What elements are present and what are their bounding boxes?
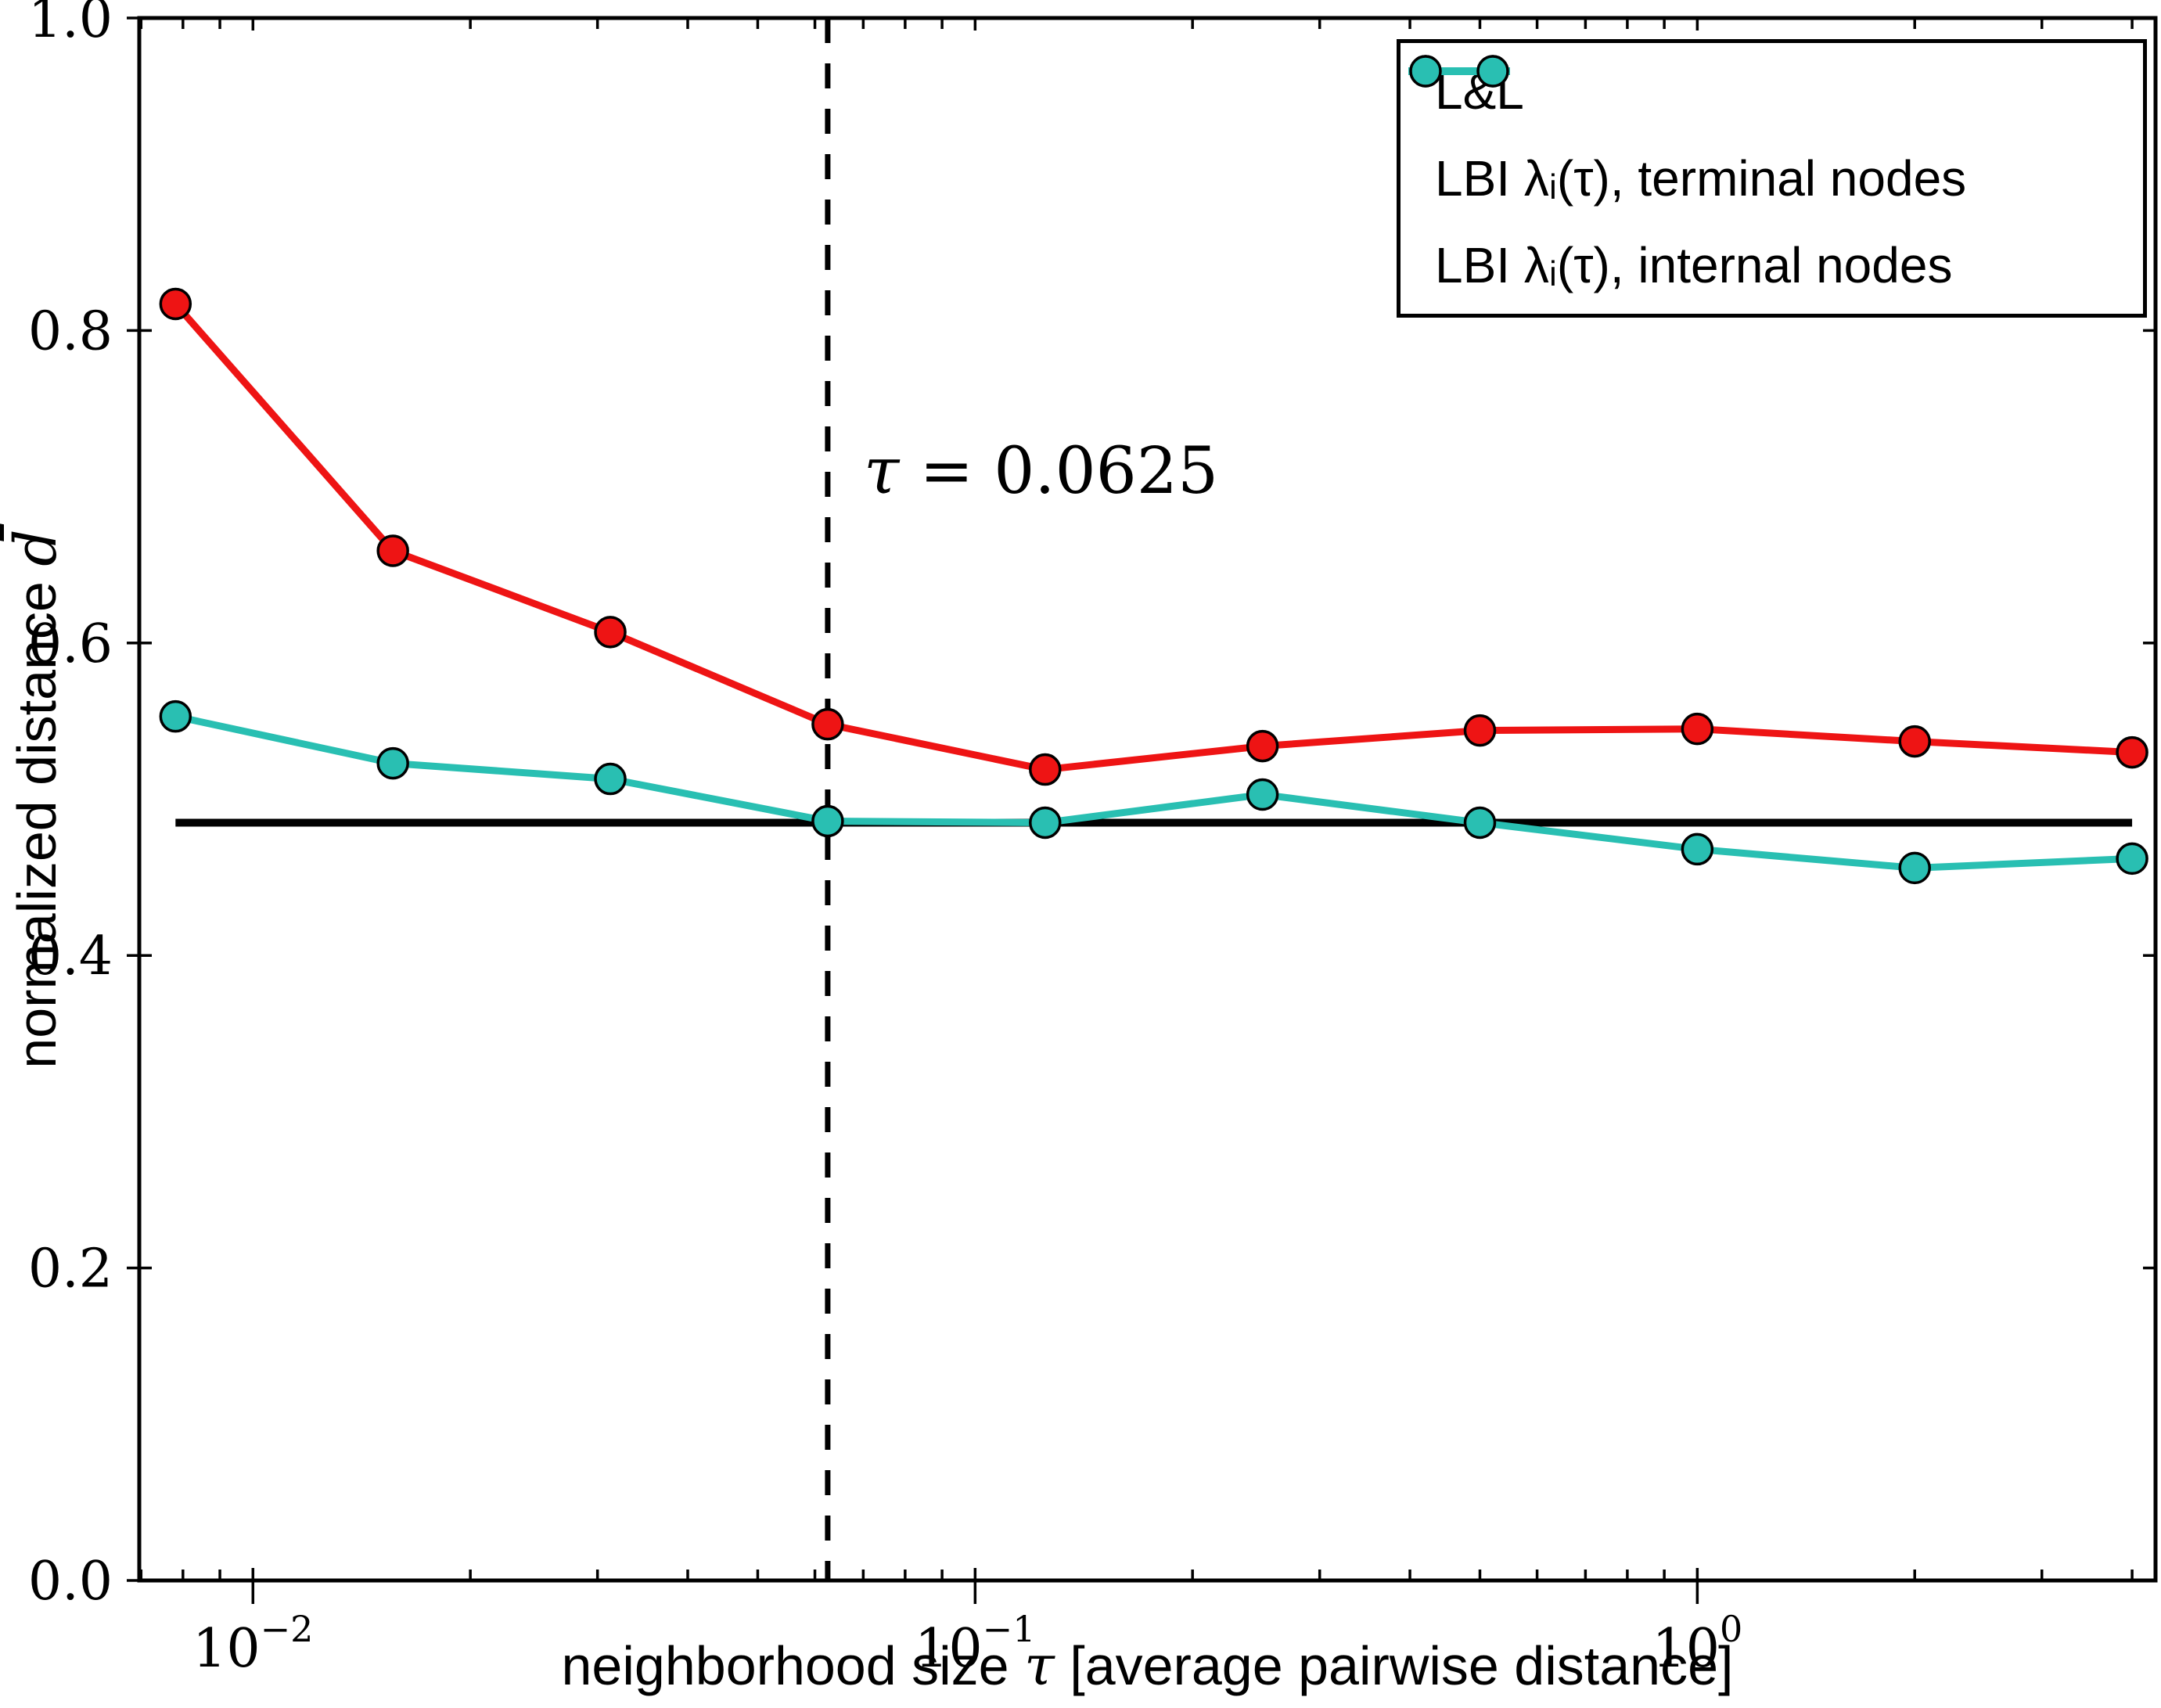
tau-annotation-rest: = 0.0625 (899, 434, 1219, 509)
y-axis-label-prefix: normalized distance (6, 566, 67, 1069)
y-tick-label: 0.2 (28, 1239, 113, 1300)
data-point-marker (1463, 806, 1497, 840)
legend-marker-icon (1409, 55, 1442, 88)
data-point-marker (594, 616, 627, 649)
x-tick-label: 100 (1652, 1608, 1742, 1680)
legend-sample-line (1408, 55, 1510, 88)
data-point-marker (811, 804, 844, 838)
data-point-marker (376, 746, 409, 780)
tau-annotation-var: τ (864, 434, 900, 509)
data-point-marker (159, 699, 192, 733)
legend-item-label: LBI λᵢ(τ), internal nodes (1435, 237, 1953, 294)
data-point-marker (1681, 832, 1714, 866)
data-point-marker (1898, 851, 1931, 885)
data-point-marker (594, 762, 627, 796)
y-tick-label: 1.0 (28, 0, 113, 50)
legend-marker-icon (1476, 55, 1509, 88)
data-point-marker (1681, 712, 1714, 746)
legend-item-terminal: LBI λᵢ(τ), terminal nodes (1401, 55, 2143, 207)
series-line (172, 301, 2133, 774)
legend-item-internal: LBI λᵢ(τ), internal nodes (1401, 55, 2143, 294)
y-tick-label: 0.8 (28, 300, 113, 362)
x-axis-label-suffix: [average pairwise distance] (1054, 1635, 1734, 1696)
x-axis-label-var: τ (1024, 1634, 1055, 1698)
data-point-marker (1246, 729, 1279, 763)
data-point-marker (2116, 842, 2148, 876)
x-tick-label: 10−2 (192, 1608, 313, 1680)
series-internal-nodes (159, 699, 2148, 885)
series-line (174, 713, 2133, 872)
series-terminal-nodes (159, 287, 2148, 786)
data-point-marker (376, 534, 409, 567)
axes: 10−2 10−1 100 0.0 0.2 0.4 0.6 0.8 1.0 (28, 0, 2158, 1680)
data-point-marker (1246, 778, 1279, 811)
data-point-marker (2116, 735, 2148, 769)
data-point-marker (811, 707, 844, 741)
data-point-marker (1463, 714, 1497, 747)
x-axis-label: neighborhood size τ [average pairwise di… (139, 1634, 2156, 1698)
y-tick-label: 0.6 (28, 613, 113, 675)
legend: L&L LBI λᵢ(τ), terminal nodes LBI λᵢ(τ), i… (1397, 39, 2147, 318)
data-point-marker (159, 287, 192, 321)
data-point-marker (1029, 806, 1062, 840)
x-axis-label-prefix: neighborhood size (561, 1635, 1025, 1696)
data-point-marker (1029, 753, 1062, 786)
legend-item-label: LBI λᵢ(τ), terminal nodes (1435, 149, 1967, 207)
x-tick-label: 10−1 (915, 1608, 1035, 1680)
y-axis-label-var: d̄ (2, 529, 70, 566)
y-tick-label: 0.4 (28, 926, 113, 987)
y-axis-label: normalized distance d̄ (2, 529, 70, 1068)
tau-annotation: τ = 0.0625 (864, 434, 1218, 509)
data-point-marker (1898, 725, 1931, 758)
y-tick-label: 0.0 (28, 1551, 113, 1613)
plot-frame (137, 16, 2158, 1583)
